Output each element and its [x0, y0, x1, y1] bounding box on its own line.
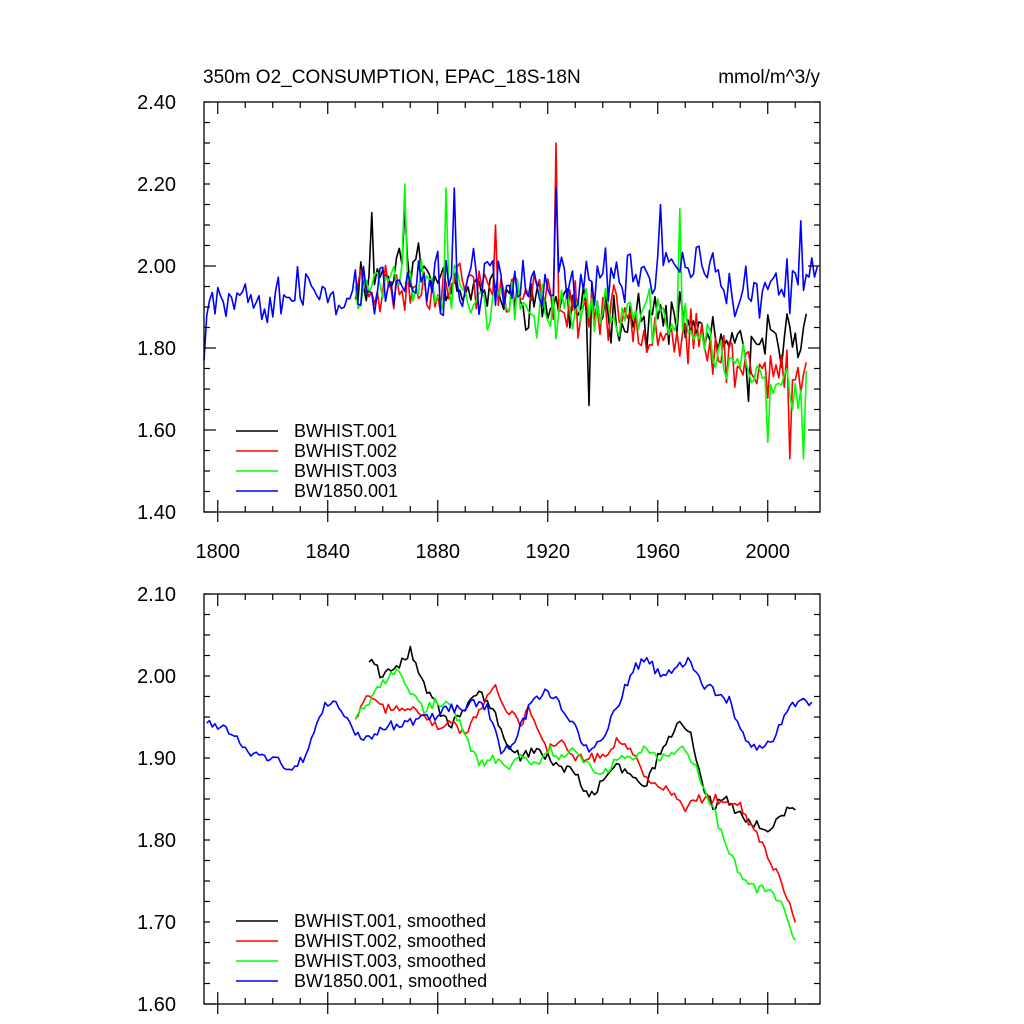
- y-tick-label: 1.90: [137, 748, 176, 770]
- y-tick-label: 1.80: [137, 338, 176, 360]
- chart-title: 350m O2_CONSUMPTION, EPAC_18S-18N: [203, 67, 581, 88]
- legend-label: BWHIST.003, smoothed: [294, 951, 486, 971]
- x-tick-label: 1800: [196, 541, 241, 563]
- series-line-bottom-2: [354, 684, 797, 923]
- legend-label: BWHIST.002: [294, 441, 397, 461]
- legend-label: BW1850.001: [294, 481, 398, 501]
- series-line-bottom-3: [354, 668, 796, 941]
- series-line-bottom-4: [206, 656, 813, 771]
- y-tick-label: 1.60: [137, 420, 176, 442]
- legend-label: BWHIST.003: [294, 461, 397, 481]
- x-tick-label: 1960: [636, 541, 681, 563]
- y-tick-label: 2.20: [137, 174, 176, 196]
- y-tick-label: 2.00: [137, 666, 176, 688]
- x-tick-label: 1840: [306, 541, 351, 563]
- top-panel: 1.40 1.60 1.80 2.00 2.20 2.40 1800 1840 1880 1920…: [137, 92, 821, 563]
- y-tick-label: 1.60: [137, 994, 176, 1016]
- x-tick-label: 1880: [416, 541, 461, 563]
- y-tick-label: 1.40: [137, 502, 176, 524]
- x-tick-label: 1920: [526, 541, 571, 563]
- series-line-top-3: [354, 183, 808, 460]
- legend-label: BWHIST.001, smoothed: [294, 911, 486, 931]
- y-tick-label: 2.40: [137, 92, 176, 114]
- y-tick-label: 2.10: [137, 584, 176, 606]
- bottom-panel: 1.60 1.70 1.80 1.90 2.00 2.10 BWHIST.001, smoo…: [137, 584, 821, 1016]
- series-line-top-4: [203, 187, 819, 361]
- y-tick-label: 2.00: [137, 256, 176, 278]
- series-line-top-2: [354, 142, 808, 460]
- y-tick-label: 1.80: [137, 830, 176, 852]
- legend-label: BWHIST.002, smoothed: [294, 931, 486, 951]
- legend-label: BWHIST.001: [294, 421, 397, 441]
- x-tick-label: 2000: [746, 541, 791, 563]
- y-tick-label: 1.70: [137, 912, 176, 934]
- chart-units: mmol/m^3/y: [718, 67, 820, 88]
- legend-label: BW1850.001, smoothed: [294, 971, 487, 991]
